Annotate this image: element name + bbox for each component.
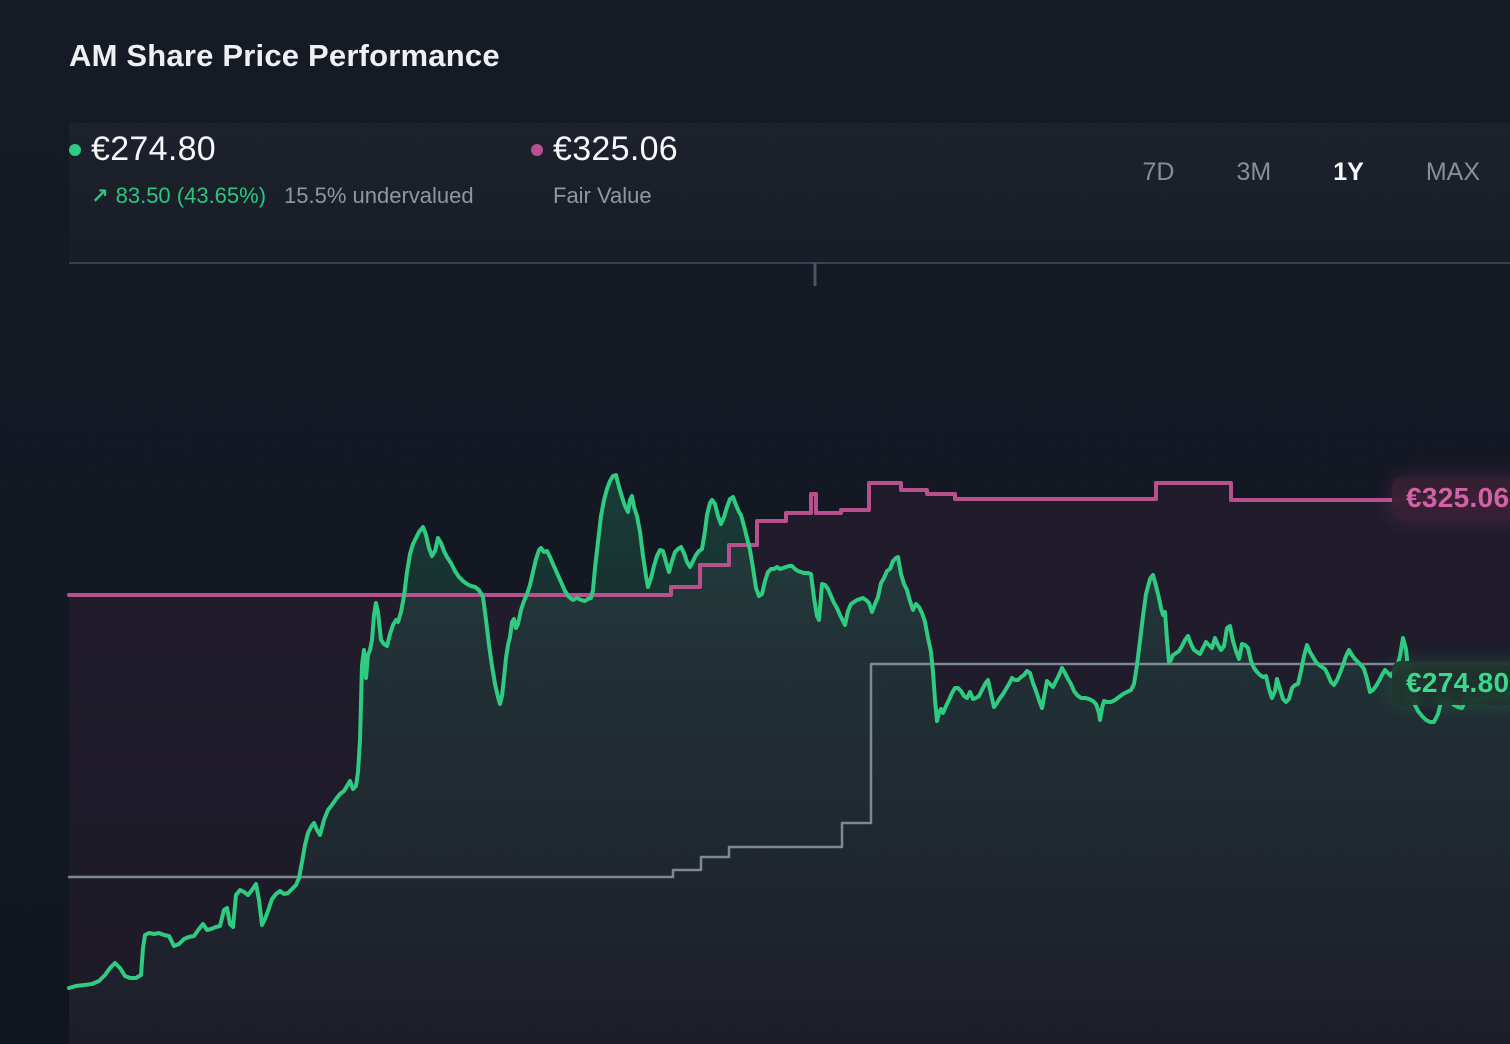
valuation-note: 15.5% undervalued bbox=[284, 183, 474, 208]
fair-value-dot-icon bbox=[531, 143, 543, 156]
fair-value-axis-badge: €325.06 bbox=[1392, 477, 1510, 519]
up-right-arrow-icon: ↗ bbox=[91, 184, 109, 208]
range-tab-max[interactable]: MAX bbox=[1424, 156, 1482, 189]
range-tab-1y[interactable]: 1Y bbox=[1331, 156, 1366, 189]
price-target-line bbox=[67, 662, 1510, 879]
price-change: ↗ 83.50 (43.65%) bbox=[91, 183, 266, 209]
fair-value-label: Fair Value bbox=[553, 183, 652, 208]
fair-value-stat: €325.06 Fair Value bbox=[531, 130, 678, 209]
range-tab-7d[interactable]: 7D bbox=[1141, 156, 1177, 189]
current-price-axis-badge-text: €274.80 bbox=[1406, 667, 1510, 698]
page-title: AM Share Price Performance bbox=[69, 38, 500, 73]
share-price-area bbox=[69, 475, 1510, 1044]
share-price-dot-icon bbox=[69, 143, 81, 156]
range-tab-3m[interactable]: 3M bbox=[1234, 156, 1273, 189]
share-price-line bbox=[67, 473, 1510, 990]
current-price-stat: €274.80 ↗ 83.50 (43.65%) 15.5% undervalue… bbox=[69, 130, 474, 209]
chart-header-panel bbox=[69, 123, 1510, 263]
fair-value-line bbox=[67, 481, 1510, 597]
price-change-value: 83.50 (43.65%) bbox=[115, 183, 267, 208]
fair-value-value: €325.06 bbox=[553, 130, 679, 168]
current-price-value: €274.80 bbox=[91, 130, 217, 168]
fair-value-axis-badge-text: €325.06 bbox=[1406, 482, 1510, 513]
current-price-axis-badge: €274.80 bbox=[1392, 661, 1510, 705]
range-selector: 7D 3M 1Y MAX bbox=[1141, 156, 1482, 189]
